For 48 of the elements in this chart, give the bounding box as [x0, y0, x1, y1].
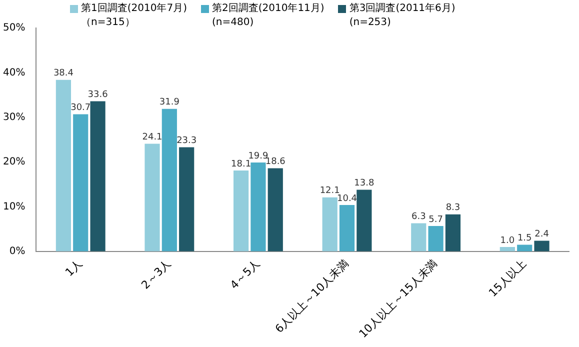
data-label: 38.4 — [53, 68, 74, 79]
x-tick-label: 6人以上～10人未満 — [272, 257, 352, 336]
x-tick-label: 15人以上 — [486, 257, 529, 300]
x-tick-label: 2～3人 — [138, 257, 174, 292]
y-tick-label: 30% — [2, 112, 26, 123]
bar — [268, 168, 283, 252]
data-label: 24.1 — [142, 132, 162, 143]
data-label: 33.6 — [88, 90, 108, 100]
bar — [250, 162, 266, 252]
y-tick-label: 20% — [2, 156, 26, 168]
data-label: 1.0 — [500, 236, 515, 246]
bar — [233, 170, 249, 252]
data-label: 31.9 — [159, 98, 180, 108]
bar — [411, 223, 426, 252]
bar — [90, 101, 106, 252]
x-tick-label: 1人 — [62, 257, 85, 279]
bar — [322, 197, 338, 252]
data-label: 8.3 — [446, 203, 460, 214]
data-label: 23.3 — [176, 136, 197, 146]
legend-label: 第3回調査(2011年6月) (n=253) — [349, 2, 456, 30]
bar — [445, 214, 461, 252]
x-tick-label: 4～5人 — [228, 257, 262, 292]
bar — [517, 244, 532, 252]
bar — [144, 144, 160, 252]
data-label: 12.1 — [320, 186, 340, 196]
legend-label: 第1回調査(2010年7月) （n=315） — [81, 2, 187, 30]
bar — [56, 80, 72, 252]
data-label: 13.8 — [354, 178, 374, 189]
bar — [162, 108, 177, 252]
data-label: 30.7 — [70, 103, 91, 114]
bar — [179, 147, 194, 252]
data-label: 2.4 — [534, 230, 550, 240]
data-label: 6.3 — [411, 212, 426, 222]
x-tick-label: 10人以上～15人未満 — [356, 257, 440, 340]
data-label: 1.5 — [517, 234, 532, 244]
bar — [428, 226, 444, 252]
legend-label: 第2回調査(2010年11月) (n=480) — [212, 2, 324, 30]
bar — [339, 204, 355, 252]
bar — [356, 190, 372, 252]
data-label: 5.7 — [428, 214, 443, 225]
data-label: 10.4 — [336, 194, 358, 204]
bar — [73, 114, 88, 252]
y-tick-label: 10% — [2, 201, 26, 212]
y-tick-label: 50% — [2, 22, 26, 34]
y-tick-label: 0% — [9, 246, 26, 258]
bar — [534, 240, 550, 252]
data-label: 18.1 — [231, 159, 252, 170]
y-tick-label: 40% — [2, 67, 26, 78]
